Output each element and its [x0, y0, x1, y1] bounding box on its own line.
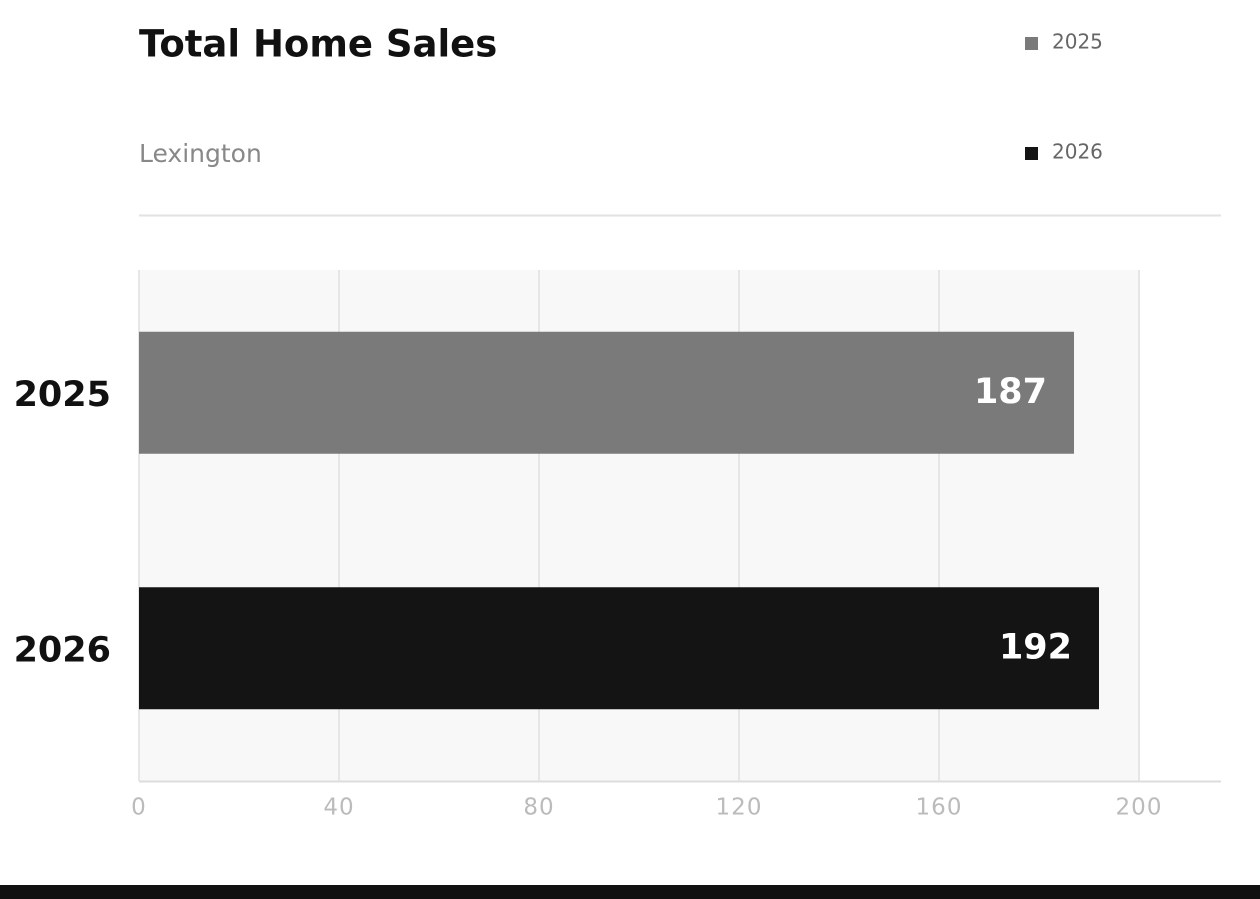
bar — [139, 587, 1099, 710]
x-tick-label: 160 — [916, 795, 963, 821]
footer-bar — [0, 885, 1260, 899]
x-tick-label: 0 — [131, 795, 147, 821]
bar — [139, 331, 1074, 454]
x-tick-label: 200 — [1116, 795, 1163, 821]
x-tick-label: 120 — [716, 795, 763, 821]
chart-title: Total Home Sales — [139, 23, 497, 66]
y-tick-label: 2025 — [14, 375, 111, 415]
chart-subtitle: Lexington — [139, 139, 262, 168]
x-tick-label: 80 — [523, 795, 554, 821]
legend-label: 2026 — [1052, 140, 1103, 164]
value-label: 192 — [999, 627, 1072, 667]
legend-label: 2025 — [1052, 30, 1103, 54]
x-tick-label: 40 — [323, 795, 354, 821]
y-tick-label: 2026 — [14, 630, 111, 670]
value-label: 187 — [974, 372, 1047, 412]
legend-swatch — [1025, 37, 1038, 50]
legend-swatch — [1025, 147, 1038, 160]
